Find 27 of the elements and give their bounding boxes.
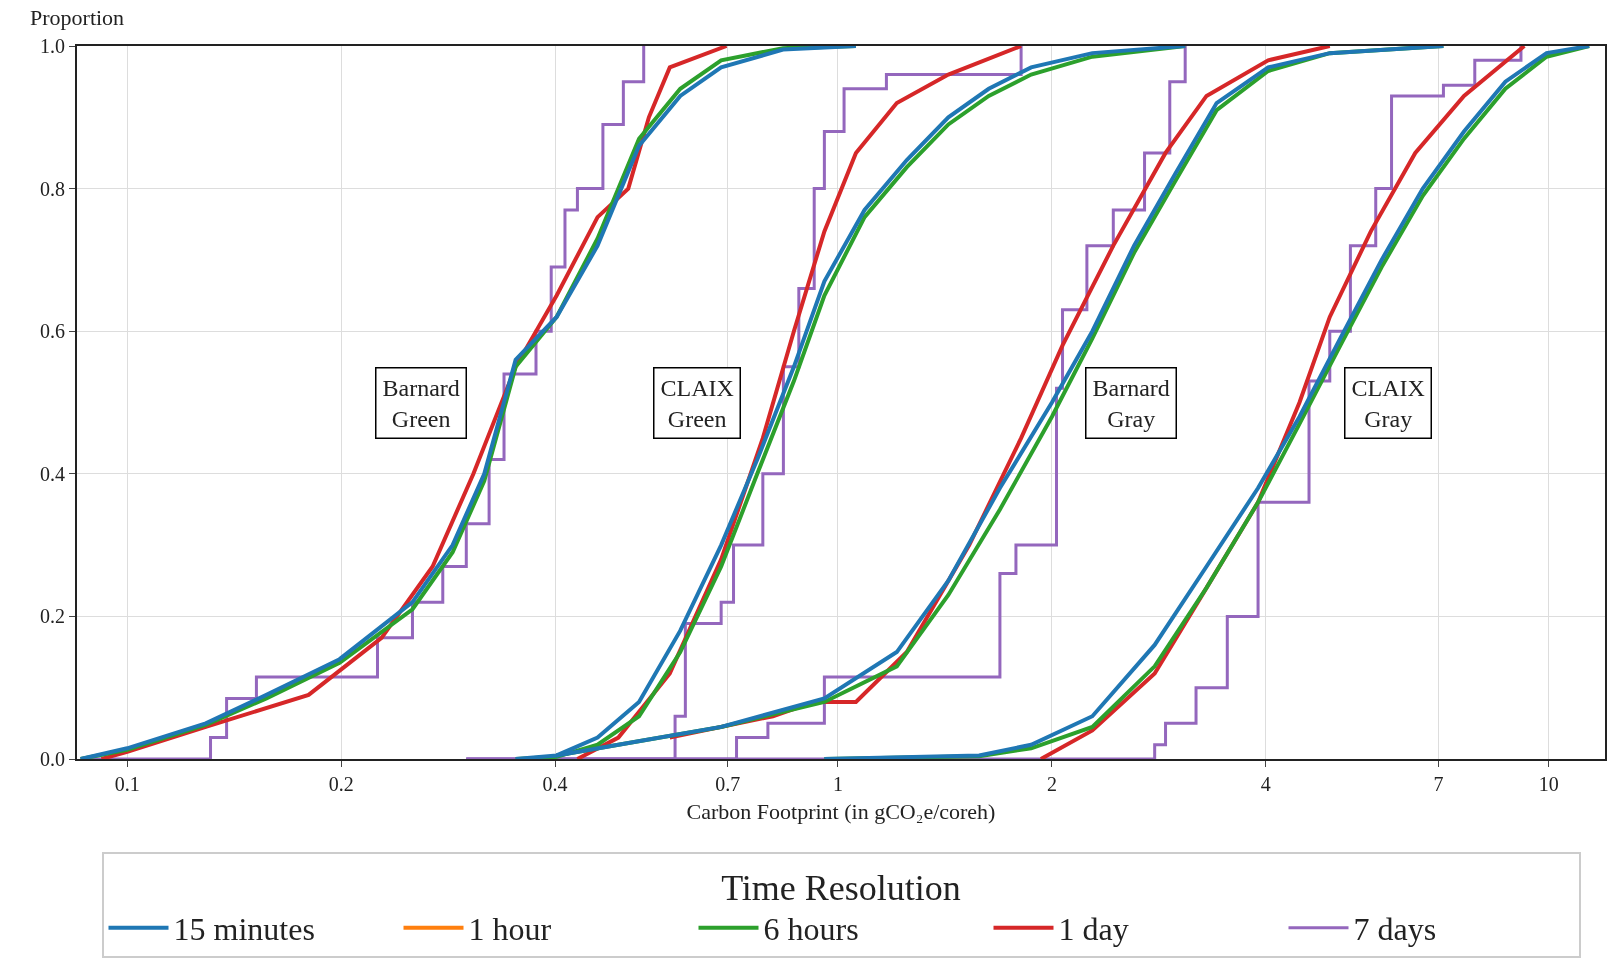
y-tick-label: 0.2 xyxy=(40,605,65,628)
x-tick-label: 7 xyxy=(1433,773,1444,795)
x-tick-label: 1 xyxy=(832,773,843,795)
x-tick-label: 4 xyxy=(1260,773,1271,795)
x-tick-label: 2 xyxy=(1046,773,1057,795)
legend-label: 1 hour xyxy=(468,911,552,948)
x-tick-label: 0.4 xyxy=(542,773,568,795)
legend-label: 7 days xyxy=(1353,911,1437,948)
annotation: Barnard Green xyxy=(382,374,460,432)
y-tick-label: 0.6 xyxy=(40,320,65,343)
y-axis-title: Proportion xyxy=(30,5,125,30)
y-tick-label: 0.4 xyxy=(40,462,65,485)
y-tick-label: 0.8 xyxy=(40,177,65,200)
x-tick-label: 0.2 xyxy=(328,773,354,795)
y-tick-label: 1.0 xyxy=(40,35,65,57)
legend-label: 6 hours xyxy=(763,911,859,948)
annotation: CLAIX Green xyxy=(660,374,734,432)
y-tick-label: 0.0 xyxy=(40,748,65,770)
x-tick-label: 0.7 xyxy=(715,773,741,795)
annotation: Barnard Gray xyxy=(1092,374,1170,432)
legend-label: 1 day xyxy=(1058,911,1129,948)
legend-label: 15 minutes xyxy=(173,911,315,948)
x-tick-label: 10 xyxy=(1538,773,1559,795)
legend-title: Time Resolution xyxy=(721,868,961,909)
x-axis-title: Carbon Footprint (in gCO₂e/coreh) xyxy=(686,799,996,825)
annotation: CLAIX Gray xyxy=(1351,374,1425,432)
x-tick-label: 0.1 xyxy=(114,773,140,795)
